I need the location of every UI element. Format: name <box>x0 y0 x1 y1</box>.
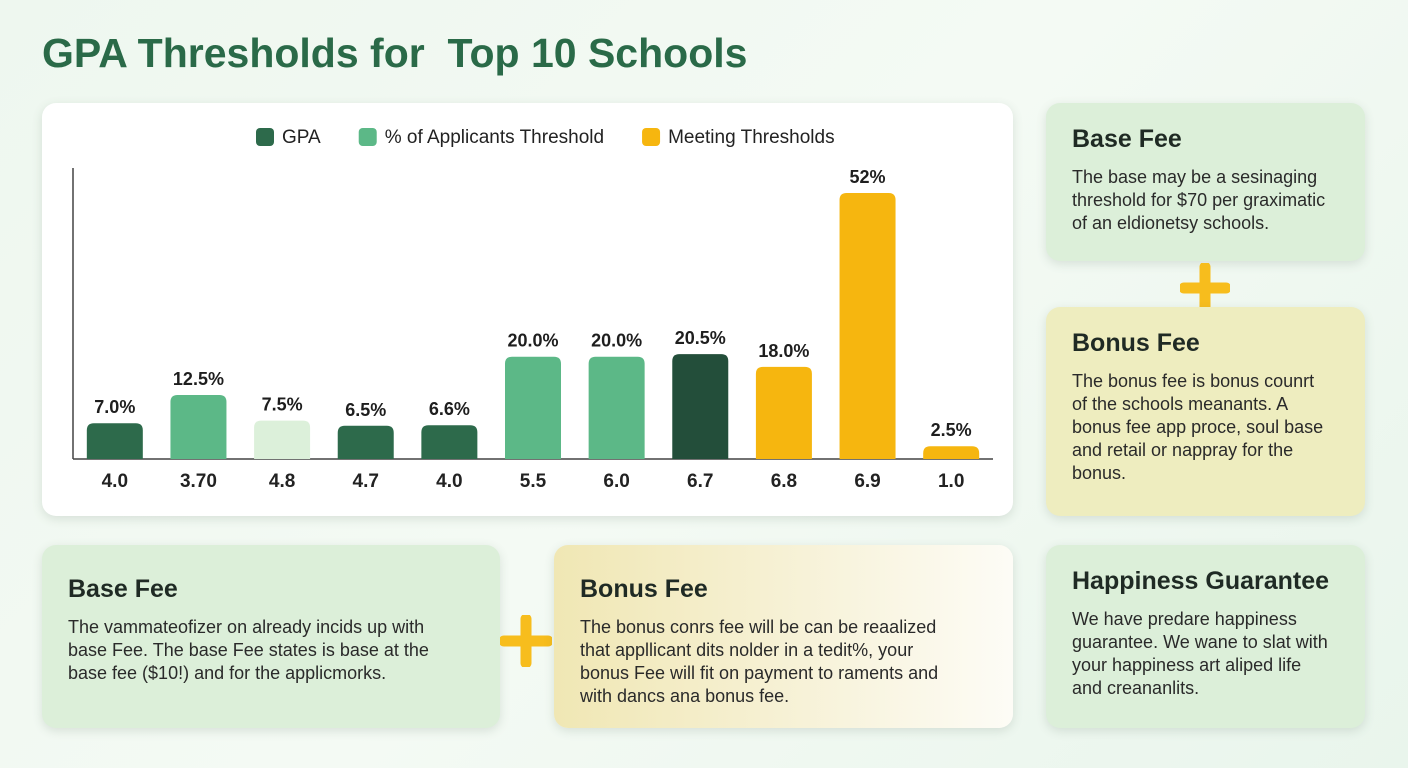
bar <box>170 395 227 459</box>
value-label: 18.0% <box>758 341 809 361</box>
card-text: The base may be a sesinaging threshold fo… <box>1072 166 1339 235</box>
card-line: with dancs ana bonus fee. <box>580 686 790 706</box>
legend-swatch <box>358 128 377 146</box>
bar <box>86 423 143 459</box>
x-tick-label: 6.0 <box>603 471 629 492</box>
legend-swatch <box>256 128 274 146</box>
card-title: Base Fee <box>68 575 178 603</box>
bar <box>755 366 812 459</box>
card-line: threshold for $70 per graximatic <box>1072 190 1326 210</box>
legend-label: GPA <box>282 127 321 148</box>
card-line: base fee ($10!) and for the applicmorks. <box>68 663 387 683</box>
card-line: of the schools meanants. A <box>1072 394 1289 414</box>
bar <box>672 354 729 459</box>
card-line: your happiness art aliped life <box>1072 655 1302 675</box>
card-line: The bonus fee is bonus counrt <box>1072 371 1315 391</box>
card-line: The vammateofizer on already incids up w… <box>68 617 425 637</box>
value-label: 7.5% <box>262 395 303 415</box>
bar <box>254 420 311 459</box>
card-text: The bonus conrs fee will be can be reaal… <box>580 616 987 708</box>
legend-label: % of Applicants Threshold <box>385 127 604 148</box>
value-label: 6.5% <box>345 400 386 420</box>
bar <box>839 193 896 459</box>
bar <box>923 446 980 459</box>
plus-icon <box>500 615 552 667</box>
card-line: base Fee. The base Fee states is base at… <box>68 640 429 660</box>
x-tick-label: 4.0 <box>436 471 462 492</box>
legend-swatch <box>642 128 661 146</box>
card: Base Fee The vammateofizer on already in… <box>42 545 500 728</box>
x-tick-label: 5.5 <box>520 471 547 492</box>
bar <box>337 425 394 459</box>
card-title: Happiness Guarantee <box>1072 567 1330 595</box>
card-line: and retail or nappray for the <box>1072 440 1294 460</box>
card-title: Bonus Fee <box>1072 329 1200 357</box>
card-line: The bonus conrs fee will be can be reaal… <box>580 617 937 637</box>
card-line: bonus fee app proce, soul base <box>1072 417 1324 437</box>
x-tick-label: 3.70 <box>180 471 217 492</box>
chart-card: GPA % of Applicants Threshold Meeting Thre… <box>42 103 1013 516</box>
card-title: Base Fee <box>1072 125 1182 153</box>
card-title: Bonus Fee <box>580 575 708 603</box>
value-label: 20.0% <box>591 331 642 351</box>
card-line: guarantee. We wane to slat with <box>1072 632 1328 652</box>
chart: GPA % of Applicants Threshold Meeting Thre… <box>72 127 993 492</box>
card-line: bonus. <box>1072 463 1127 483</box>
card-line: of an eldionetsy schools. <box>1072 213 1270 233</box>
page-title: GPA Thresholds for Top 10 Schools <box>42 30 748 76</box>
x-tick-label: 6.7 <box>687 471 713 492</box>
plus-icon <box>1180 263 1230 313</box>
card-line: bonus Fee will fit on payment to raments… <box>580 663 939 683</box>
x-tick-label: 4.8 <box>269 471 295 492</box>
card-line: and creananlits. <box>1072 678 1200 698</box>
card: Bonus Fee The bonus conrs fee will be ca… <box>554 545 1013 728</box>
value-label: 6.6% <box>429 399 470 419</box>
bar <box>588 356 645 459</box>
value-label: 12.5% <box>173 369 224 389</box>
x-tick-label: 1.0 <box>938 471 964 492</box>
card: Bonus Fee The bonus fee is bonus counrt o… <box>1046 307 1365 516</box>
value-label: 20.0% <box>507 331 558 351</box>
legend-label: Meeting Thresholds <box>668 127 835 148</box>
card-text: The bonus fee is bonus counrt of the scho… <box>1072 370 1339 485</box>
card-line: that appllicant dits nolder in a tedit%,… <box>580 640 914 660</box>
bar <box>505 356 561 459</box>
card: Base Fee The base may be a sesinaging thr… <box>1046 103 1365 261</box>
x-tick-label: 6.8 <box>771 471 797 492</box>
card-line: We have predare happiness <box>1072 609 1297 629</box>
value-label: 7.0% <box>94 397 135 417</box>
card-text: The vammateofizer on already incids up w… <box>68 616 474 685</box>
card-line: The base may be a sesinaging <box>1072 167 1318 187</box>
bar <box>421 425 478 459</box>
x-tick-label: 6.9 <box>854 471 880 492</box>
card-text: We have predare happiness guarantee. We w… <box>1072 608 1339 700</box>
value-label: 2.5% <box>931 420 972 440</box>
value-label: 20.5% <box>675 328 726 348</box>
x-tick-label: 4.7 <box>353 471 379 492</box>
x-tick-label: 4.0 <box>102 471 128 492</box>
card: Happiness Guarantee We have predare happ… <box>1046 545 1365 728</box>
value-label: 52% <box>850 167 886 187</box>
